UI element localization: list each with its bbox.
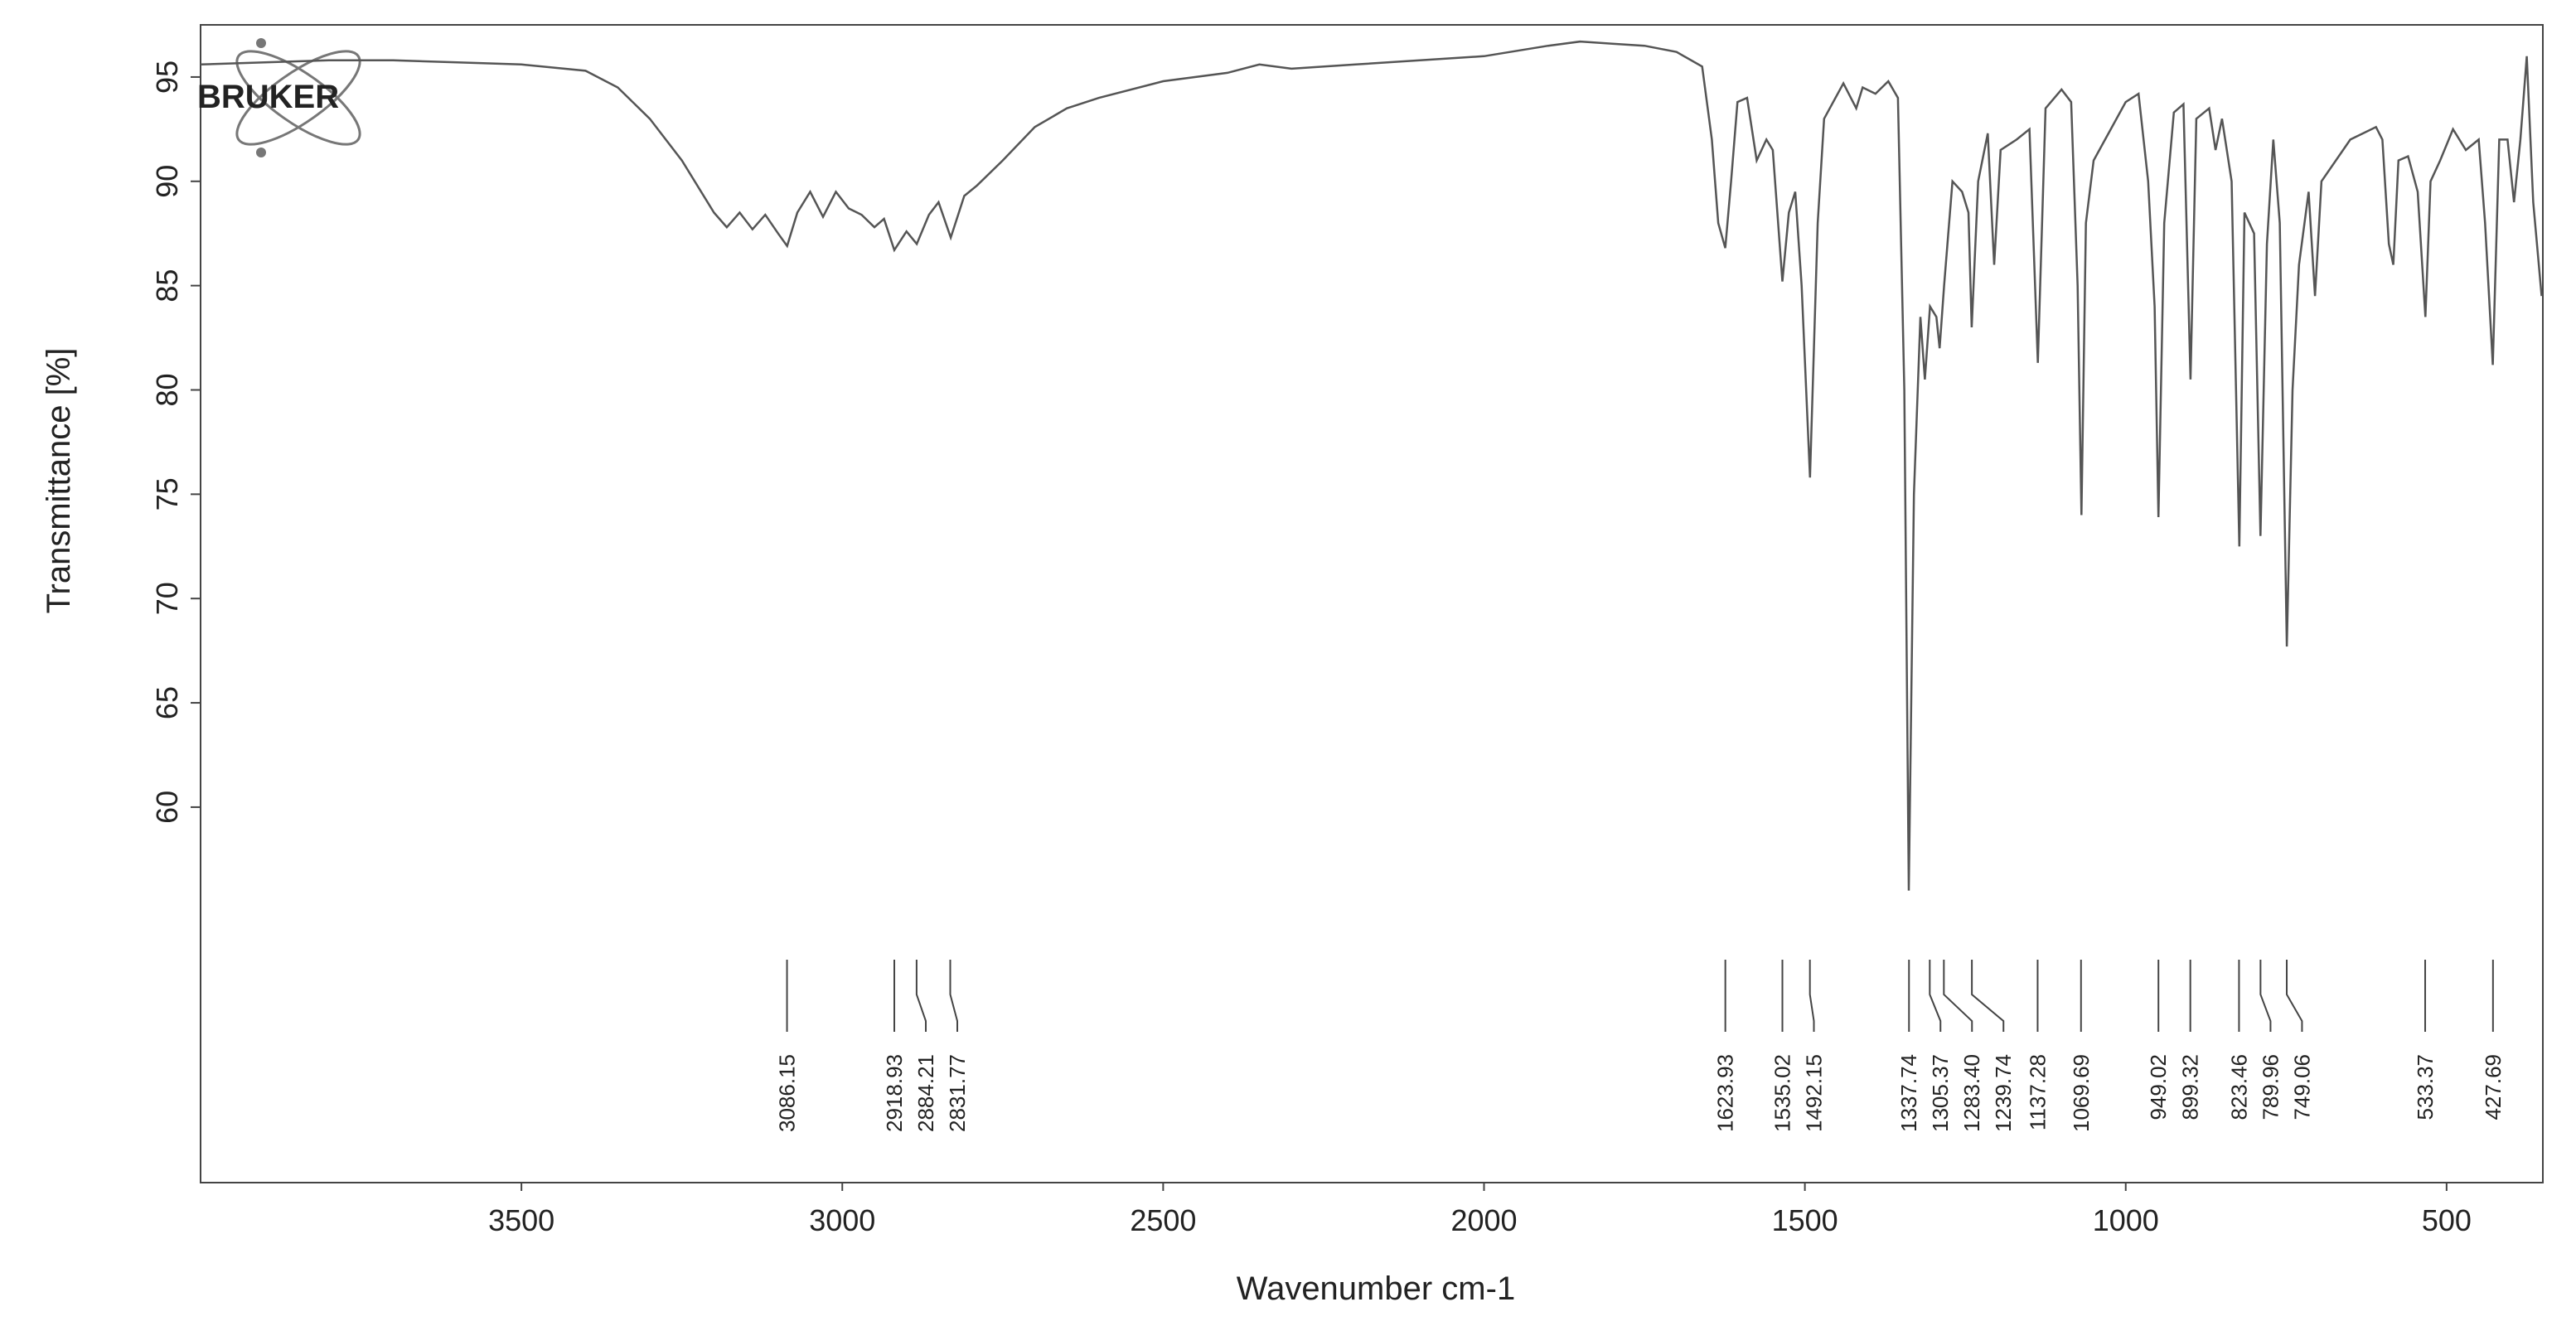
peak-label: 2831.77 [945,1054,970,1132]
x-tick-label: 1000 [2093,1203,2159,1237]
peak-label: 1623.93 [1713,1054,1738,1132]
peak-label: 1069.69 [2069,1054,2094,1132]
peak-label: 1283.40 [1959,1054,1984,1132]
peak-label: 533.37 [2413,1054,2438,1120]
y-tick-label: 75 [150,477,184,511]
y-tick-label: 60 [150,791,184,824]
peak-label: 1137.28 [2025,1054,2050,1130]
peak-label: 1535.02 [1770,1054,1795,1132]
y-axis-label: Transmittance [%] [41,348,77,614]
logo-atom [256,38,266,48]
y-tick-label: 95 [150,60,184,94]
x-tick-label: 1500 [1772,1203,1838,1237]
x-tick-label: 3500 [488,1203,554,1237]
peak-marker [1971,960,2005,1032]
peak-label: 749.06 [2289,1054,2314,1120]
x-axis-label: Wavenumber cm-1 [1237,1270,1515,1307]
logo: BRUKER [197,38,361,157]
logo-orbit [235,50,361,146]
peak-label: 1239.74 [1991,1054,2016,1132]
peak-marker [1929,960,1942,1032]
logo-text: BRUKER [197,79,339,115]
peak-label: 949.02 [2146,1054,2171,1120]
peak-label: 427.69 [2481,1054,2506,1120]
peak-label: 2884.21 [913,1054,938,1132]
peak-label: 3086.15 [775,1054,800,1132]
x-tick-label: 2500 [1130,1203,1196,1237]
plot-frame [200,24,2544,1183]
peak-label: 2918.93 [882,1054,907,1132]
peak-marker [2286,960,2303,1032]
logo-atom [256,148,266,157]
peak-marker [915,960,927,1032]
y-tick-label: 90 [150,165,184,198]
spectrum-line [200,40,2543,891]
peak-marker [2259,960,2272,1032]
x-tick-label: 2000 [1450,1203,1517,1237]
peak-marker [1809,960,1815,1032]
logo-orbit [235,50,361,146]
y-tick-label: 65 [150,686,184,719]
peak-marker [1943,960,1973,1032]
y-tick-label: 85 [150,269,184,302]
y-tick-label: 70 [150,582,184,615]
peak-label: 1492.15 [1802,1054,1827,1132]
peak-label: 899.32 [2178,1054,2203,1120]
x-tick-label: 500 [2422,1203,2472,1237]
x-tick-label: 3000 [809,1203,875,1237]
peak-label: 1337.74 [1896,1054,1921,1132]
peak-label: 823.46 [2226,1054,2251,1120]
peak-marker [949,960,959,1032]
peak-label: 1305.37 [1928,1054,1953,1132]
peak-label: 789.96 [2258,1054,2283,1120]
y-tick-label: 80 [150,373,184,406]
